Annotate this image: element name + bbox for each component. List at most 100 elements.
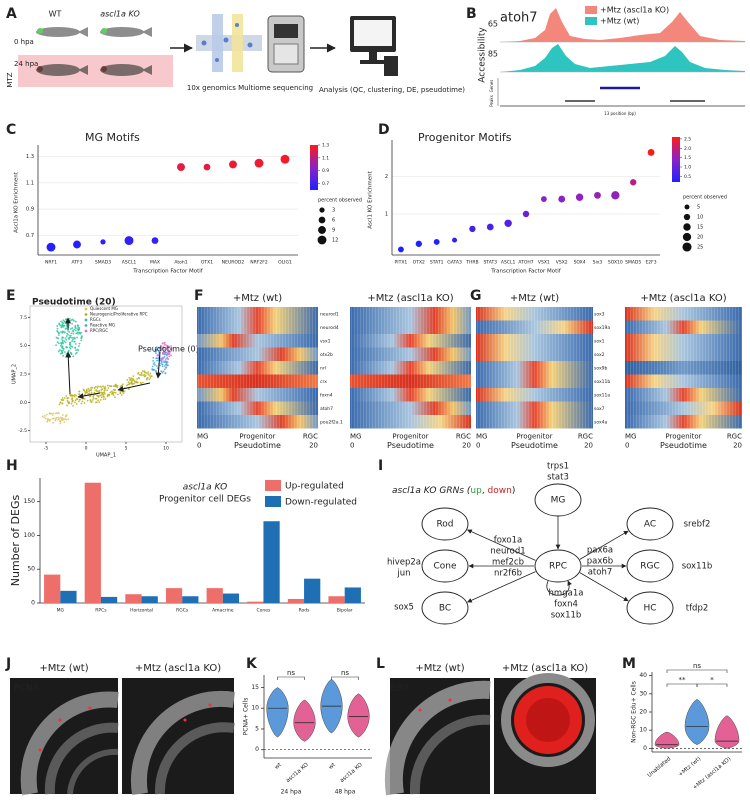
x-tick-label: STAT1 [430, 260, 444, 266]
size-legend-dot [319, 207, 325, 213]
cell-dot [62, 319, 65, 322]
size-legend-label: 9 [332, 228, 335, 234]
cell-dot [63, 351, 66, 353]
motif-dot [540, 196, 547, 202]
cell-dot [74, 399, 77, 402]
group-label: ascl1a KO [100, 10, 140, 19]
motif-dot [469, 225, 476, 233]
cell-dot [155, 348, 158, 351]
y-axis-label: Ascl1a KO Enrichment [14, 171, 20, 233]
grn-node-label: MG [551, 496, 566, 506]
colorbar-tick-label: 0.7 [322, 181, 329, 187]
cell-dot [58, 418, 60, 420]
chart-subtitle: Progenitor cell DEGs [159, 495, 251, 505]
cell-dot [61, 414, 64, 416]
size-legend-label: 12 [332, 238, 338, 244]
x-tick-label: NRF2F2 [250, 260, 268, 266]
heatmap-title: +Mtz (wt) [510, 293, 559, 304]
cell-dot [102, 394, 105, 396]
cell-dot [165, 348, 168, 350]
cell-dot [162, 345, 165, 348]
cell-dot [127, 381, 130, 384]
cell-dot [168, 355, 171, 358]
panel-label: E [6, 288, 16, 304]
gene-label: neurod1 [320, 311, 339, 317]
cell-dot [152, 363, 155, 365]
x-tick-label: THRB [465, 260, 478, 266]
cell-dot [163, 341, 166, 344]
x-tick-label: 0 [350, 442, 354, 450]
cell-dot [156, 359, 158, 362]
cell-dot [103, 396, 106, 398]
grn-gene: trps1 [547, 462, 569, 472]
heatmap-title: +Mtz (ascl1a KO) [367, 293, 453, 304]
cell-dot [72, 355, 75, 358]
cell-dot [123, 390, 126, 393]
cell-dot [116, 393, 119, 396]
panel-label: M [622, 656, 636, 672]
cell-dot [147, 373, 150, 376]
cell-dot [114, 391, 117, 394]
gene-label: nrl [320, 365, 326, 371]
gene-label: sox4a [594, 419, 607, 425]
cell-dot [170, 347, 173, 350]
cell-dot [44, 417, 47, 420]
x-tick-label: E2F3 [645, 260, 656, 266]
cell-dot [93, 391, 96, 394]
bar [344, 587, 361, 603]
gene-label: sox11a [594, 392, 610, 398]
cell-dot [60, 326, 63, 329]
grn-gene: atoh7 [588, 568, 613, 578]
bar [100, 596, 118, 603]
cell-dot [56, 325, 59, 327]
motif-dot [124, 236, 134, 245]
cell-dot [47, 418, 49, 420]
heatmap-texture [350, 307, 471, 429]
x-tick-label: Unablated [647, 756, 673, 779]
cell-dot [77, 400, 80, 403]
cell-dot [162, 342, 164, 345]
track-max: 85 [488, 50, 498, 59]
size-legend-label: 25 [697, 245, 703, 251]
cell-dot [74, 352, 77, 355]
cell-dot [69, 334, 72, 337]
x-tick-label: Six3 [593, 260, 603, 266]
cell-dot [64, 415, 67, 418]
x-axis-label: Pseudotime [234, 441, 281, 450]
cell-dot [65, 418, 68, 421]
cell-dot [83, 398, 86, 400]
cell-dot [59, 344, 62, 347]
x-tick-label: Rods [299, 608, 311, 614]
violin [347, 693, 370, 738]
grn-edge [467, 529, 536, 561]
y-tick-label: 1 [385, 211, 388, 217]
cell-dot [78, 342, 81, 345]
cell-dot [63, 331, 66, 334]
cell-dot [103, 387, 106, 389]
x-tick-label: VSX2 [556, 260, 568, 266]
cell-dot [62, 342, 65, 345]
legend-swatch [265, 496, 281, 507]
cell-dot [58, 334, 60, 336]
cell-dot [62, 418, 65, 421]
cell-dot [85, 390, 87, 393]
motif-dot [504, 219, 512, 228]
fish-icons [36, 27, 152, 76]
cell-dot [67, 333, 69, 336]
cell-dot [161, 365, 164, 368]
stage-label: Progenitor [665, 433, 701, 441]
grn-self-loop [546, 580, 572, 596]
cell-dot [104, 398, 107, 400]
cell-dot [80, 339, 83, 342]
grn-gene: srebf2 [684, 520, 711, 530]
y-tick-label: 0 [643, 745, 647, 752]
cell-dot [80, 402, 83, 405]
cell-dot [69, 352, 72, 354]
cell-dot [69, 394, 72, 397]
significance-bracket [331, 676, 359, 680]
cell-dot [82, 388, 85, 391]
cell-dot [147, 371, 149, 373]
x-tick-label: OTX1 [201, 260, 213, 266]
x-tick-label: STAT3 [483, 260, 497, 266]
cell-dot [148, 374, 151, 377]
